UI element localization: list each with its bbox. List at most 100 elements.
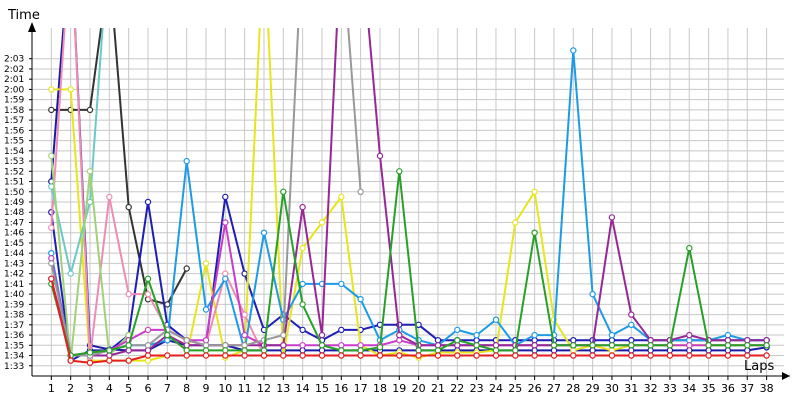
data-point [724, 347, 732, 354]
series-1 [48, 28, 190, 308]
data-point [628, 321, 635, 328]
data-point [724, 352, 732, 359]
data-point [144, 326, 152, 334]
x-tick-label: 19 [392, 382, 406, 395]
data-point [570, 352, 577, 359]
y-tick-label: 1:57 [4, 116, 24, 126]
data-point [376, 152, 384, 160]
data-point [183, 352, 190, 359]
x-tick-label: 17 [354, 382, 368, 395]
data-point [589, 290, 596, 298]
data-point [144, 352, 152, 359]
data-point [280, 331, 287, 339]
x-tick-label: 6 [144, 382, 151, 395]
data-point [48, 86, 55, 93]
y-tick-label: 2:02 [4, 65, 24, 75]
data-point [666, 342, 674, 349]
data-point [86, 349, 94, 356]
data-point [222, 219, 229, 226]
data-point [86, 359, 94, 366]
y-tick-label: 1:42 [4, 270, 24, 280]
y-tick-label: 1:41 [4, 280, 24, 290]
data-point [222, 347, 229, 354]
series-line [51, 28, 767, 362]
y-axis-arrow [28, 22, 36, 32]
data-point [531, 331, 538, 339]
x-tick-label: 35 [702, 382, 716, 395]
data-point [608, 214, 616, 221]
x-tick-label: 1 [48, 382, 55, 395]
data-point [125, 357, 132, 364]
data-point [686, 337, 693, 344]
y-tick-label: 1:53 [4, 157, 24, 167]
data-point [454, 352, 461, 359]
data-point [86, 106, 94, 114]
data-point [183, 265, 190, 272]
data-point [222, 275, 229, 282]
y-tick-label: 2:00 [4, 85, 24, 95]
x-axis-title: Laps [744, 359, 774, 374]
data-point [144, 290, 152, 298]
data-point [531, 347, 538, 354]
x-tick-label: 34 [682, 382, 696, 395]
data-point [125, 290, 132, 298]
data-point [512, 347, 519, 354]
data-point [357, 342, 364, 349]
data-point [357, 347, 364, 354]
y-tick-label: 1:59 [4, 96, 24, 106]
series-layer [48, 28, 770, 366]
data-point [202, 352, 210, 359]
data-point [106, 357, 113, 364]
data-point [550, 347, 558, 354]
data-point [724, 331, 732, 339]
series-line [51, 28, 188, 306]
data-point [686, 347, 693, 354]
data-point [686, 331, 693, 339]
data-point [512, 219, 519, 226]
data-point [280, 342, 287, 349]
data-point [744, 352, 751, 359]
x-tick-label: 13 [276, 382, 290, 395]
data-point [628, 311, 635, 318]
data-point [48, 255, 55, 262]
data-point [338, 326, 345, 334]
x-tick-label: 33 [663, 382, 677, 395]
data-point [686, 352, 693, 359]
x-tick-label: 27 [547, 382, 561, 395]
data-point [299, 347, 306, 354]
x-tick-label: 15 [315, 382, 329, 395]
data-point [628, 342, 635, 349]
data-point [357, 352, 364, 359]
data-point [492, 347, 500, 354]
data-point [589, 342, 596, 349]
y-tick-label: 1:48 [4, 208, 24, 218]
data-point [260, 352, 268, 359]
data-point [744, 347, 751, 354]
data-point [106, 347, 113, 354]
series-line [50, 278, 767, 364]
data-point [299, 342, 306, 349]
data-point [492, 352, 500, 359]
data-point [628, 347, 635, 354]
data-point [589, 347, 596, 354]
y-tick-label: 1:34 [4, 352, 24, 362]
data-point [454, 342, 461, 349]
data-point [183, 337, 190, 344]
data-point [299, 352, 306, 359]
x-tick-label: 30 [605, 382, 619, 395]
data-point [705, 347, 712, 354]
data-point [338, 280, 345, 288]
x-tick-label: 24 [489, 382, 503, 395]
y-tick-label: 1:51 [4, 178, 24, 188]
x-tick-label: 4 [106, 382, 113, 395]
data-point [434, 347, 442, 354]
data-point [338, 342, 345, 349]
data-point [241, 311, 248, 318]
data-point [125, 342, 132, 349]
data-point [241, 270, 248, 277]
y-axis-title: Time [7, 8, 40, 23]
x-tick-label: 5 [125, 382, 132, 395]
y-tick-label: 1:43 [4, 259, 24, 269]
data-point [241, 347, 248, 354]
x-tick-label: 11 [238, 382, 252, 395]
